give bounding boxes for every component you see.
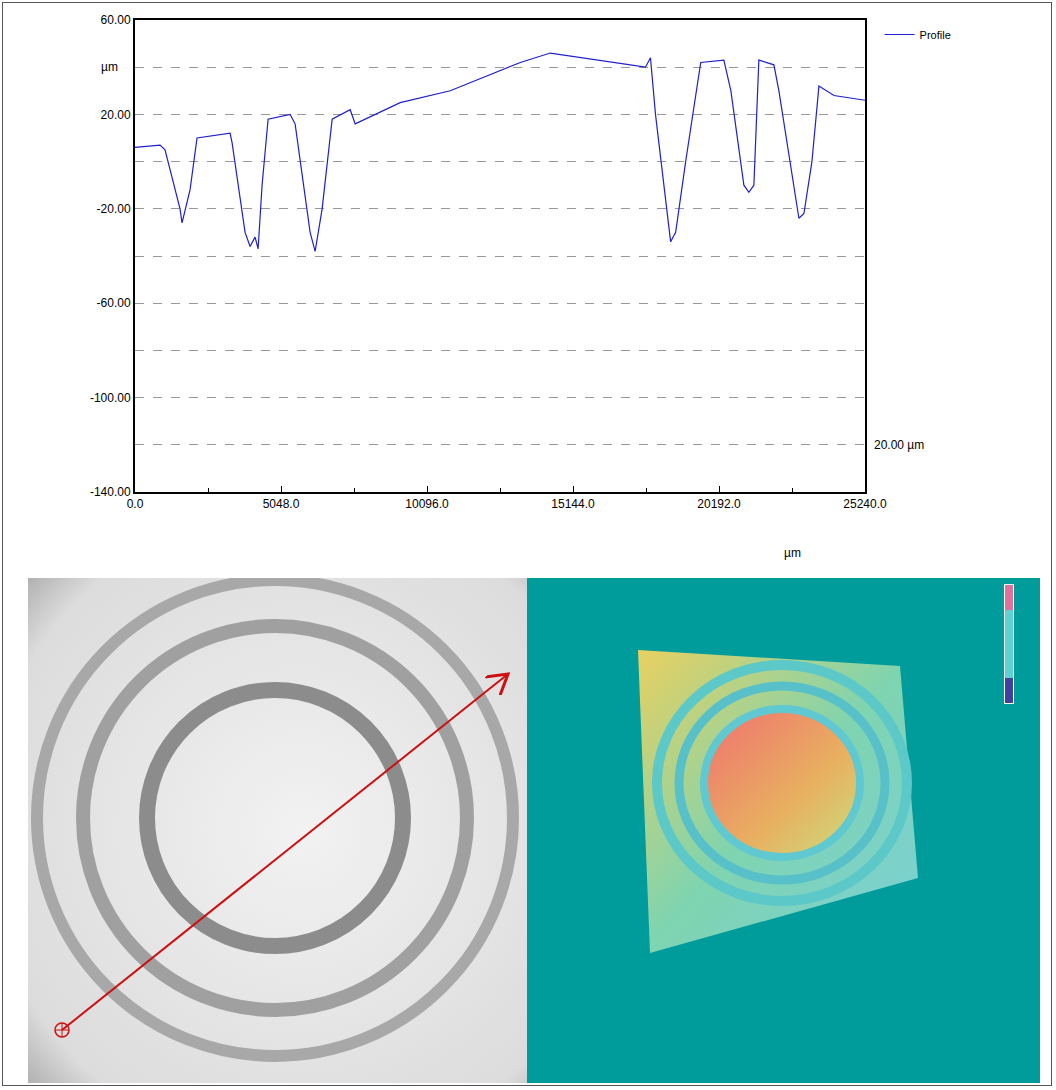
svg-text:-20.00: -20.00 bbox=[97, 202, 131, 216]
svg-text:Profile: Profile bbox=[920, 29, 951, 41]
svg-text:20.00: 20.00 bbox=[101, 108, 131, 122]
svg-text:5048.0: 5048.0 bbox=[263, 497, 300, 511]
svg-text:15144.0: 15144.0 bbox=[551, 497, 595, 511]
svg-text:60.00: 60.00 bbox=[101, 13, 131, 27]
svg-text:-140.00: -140.00 bbox=[90, 485, 131, 499]
svg-text:20192.0: 20192.0 bbox=[697, 497, 741, 511]
svg-text:20.00 µm: 20.00 µm bbox=[874, 438, 924, 452]
svg-text:10096.0: 10096.0 bbox=[405, 497, 449, 511]
svg-text:µm: µm bbox=[101, 60, 118, 74]
svg-text:25240.0: 25240.0 bbox=[843, 497, 887, 511]
svg-text:-100.00: -100.00 bbox=[90, 391, 131, 405]
svg-text:µm: µm bbox=[784, 546, 801, 560]
svg-text:-60.00: -60.00 bbox=[97, 296, 131, 310]
svg-text:0.0: 0.0 bbox=[127, 497, 144, 511]
